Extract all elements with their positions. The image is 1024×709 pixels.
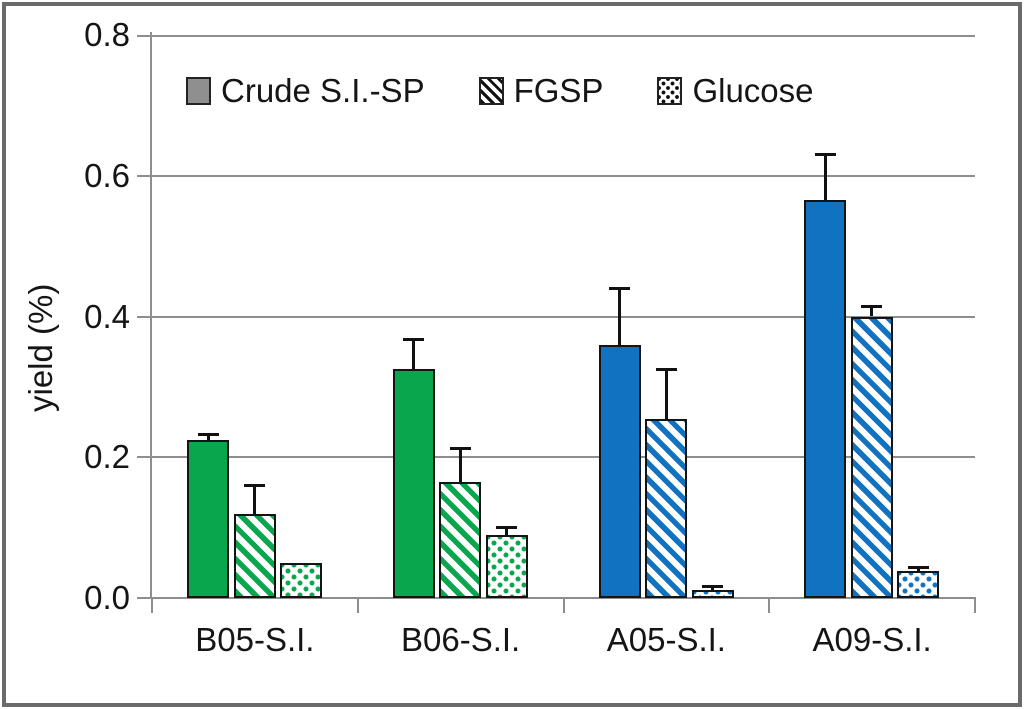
bar-FGSP-B06-S.I. [439, 481, 482, 598]
x-category-label: B05-S.I. [195, 621, 315, 658]
bar-Glucose-A05-S.I. [691, 589, 734, 598]
y-tick-label: 0.2 [84, 438, 130, 476]
legend-item-glucose: Glucose [657, 72, 814, 110]
x-category-label: A09-S.I. [812, 621, 932, 658]
error-cap [814, 153, 836, 157]
error-cap [702, 584, 723, 588]
bar-FGSP-A05-S.I. [645, 418, 687, 598]
bar-Crude S.I.-SP-B05-S.I. [187, 439, 229, 598]
legend-item-fgsp: FGSP [478, 72, 604, 110]
y-axis-title: yield (%) [22, 283, 59, 412]
gridline-0.4 [152, 315, 975, 318]
bar-FGSP-B05-S.I. [233, 513, 276, 598]
gridline-0.8 [152, 35, 975, 37]
error-cap [197, 432, 219, 436]
error-whisker [916, 567, 920, 572]
legend-label-fgsp: FGSP [513, 72, 604, 109]
bar-Crude S.I.-SP-B06-S.I. [392, 369, 435, 598]
y-tick-label: 0.6 [84, 156, 130, 194]
x-tick [768, 598, 771, 613]
error-cap [449, 447, 471, 451]
legend-swatch-dots [657, 77, 683, 105]
y-tick [137, 174, 152, 177]
error-whisker [823, 154, 827, 201]
error-cap [907, 565, 929, 569]
gridline-0.6 [152, 174, 975, 177]
y-tick [137, 315, 152, 318]
error-whisker [618, 288, 621, 345]
bar-Crude S.I.-SP-A05-S.I. [598, 344, 641, 598]
y-axis-line [150, 32, 152, 599]
error-whisker [870, 306, 874, 317]
bar-Crude S.I.-SP-A09-S.I. [804, 200, 847, 598]
y-tick [137, 35, 152, 37]
legend-swatch-solid [186, 77, 211, 105]
bar-Glucose-B05-S.I. [280, 562, 322, 598]
legend-item-crude: Crude S.I.-SP [186, 72, 425, 110]
x-tick [562, 598, 565, 613]
bar-Glucose-B06-S.I. [485, 534, 528, 598]
error-whisker [412, 339, 416, 370]
error-whisker [505, 527, 509, 535]
legend-swatch-hatch [478, 77, 504, 105]
x-tick [974, 598, 976, 613]
error-whisker [664, 369, 668, 419]
error-cap [244, 483, 265, 487]
error-cap [496, 526, 518, 530]
y-tick-label: 0.0 [84, 579, 130, 616]
bar-FGSP-A09-S.I. [850, 316, 893, 598]
error-cap [861, 305, 883, 309]
x-category-label: B06-S.I. [401, 621, 521, 658]
gridline-0.2 [152, 456, 975, 459]
x-category-label: A05-S.I. [606, 621, 726, 658]
x-tick [151, 598, 153, 613]
legend-label-glucose: Glucose [692, 72, 814, 109]
y-tick-label: 0.4 [84, 297, 130, 335]
legend-label-crude: Crude S.I.-SP [221, 72, 425, 109]
y-tick [137, 456, 152, 459]
error-whisker [458, 448, 462, 482]
error-whisker [711, 586, 714, 590]
error-cap [655, 367, 677, 371]
error-whisker [253, 485, 256, 514]
x-tick [356, 598, 359, 613]
error-cap [609, 286, 630, 290]
y-tick [137, 597, 152, 599]
y-tick-label: 0.8 [84, 16, 130, 53]
bar-Glucose-A09-S.I. [897, 571, 940, 598]
error-whisker [206, 434, 210, 440]
error-cap [403, 337, 425, 341]
legend: Crude S.I.-SP FGSP Glucose [186, 72, 814, 110]
